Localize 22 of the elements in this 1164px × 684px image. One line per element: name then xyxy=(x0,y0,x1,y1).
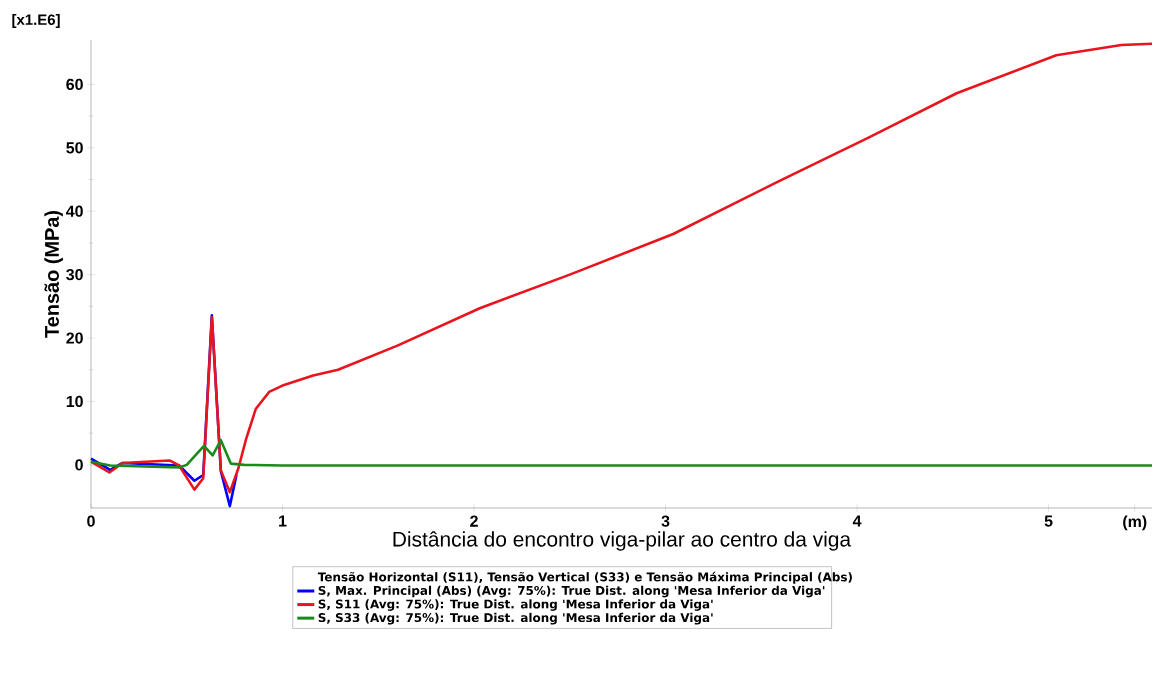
legend-label: S, Max. Principal (Abs) (Avg: 75%): True Dist. along 'Mesa Inferior da Viga' xyxy=(318,585,825,598)
x-tick-label: 1 xyxy=(279,515,287,527)
x-tick-label: 2 xyxy=(470,515,478,527)
y-tick-label: 30 xyxy=(66,268,83,281)
y-tick-label: 50 xyxy=(66,142,83,154)
y-tick-label: 0 xyxy=(75,459,83,471)
y-tick-label: 20 xyxy=(66,332,83,344)
line-series xyxy=(89,42,1154,494)
text: [x1.E6] xyxy=(12,14,60,28)
x-tick-label: 4 xyxy=(852,515,862,527)
x-tick-label: 3 xyxy=(661,515,670,527)
x-tick-label: 5 xyxy=(1044,515,1053,527)
legend-label: S, S11 (Avg: 75%): True Dist. along 'Mesa Inferior da Viga' xyxy=(318,599,713,611)
x-axis-title: Distância do encontro viga-pilar ao centro da viga xyxy=(393,531,852,551)
x-tick-label: 0 xyxy=(87,515,95,527)
legend-title: Tensão Horizontal (S11), Tensão Vertical (S33) e Tensão Máxima Principal (Abs) xyxy=(317,571,852,584)
y-axis-title: Tensão (MPa) xyxy=(44,210,63,338)
x-tick-label: (m) xyxy=(1123,515,1147,531)
legend-label: S, S33 (Avg: 75%): True Dist. along 'Mesa Inferior da Viga' xyxy=(318,612,713,625)
y-tick-label: 10 xyxy=(66,395,83,408)
y-tick-label: 60 xyxy=(66,78,83,91)
y-tick-label: 40 xyxy=(65,205,83,217)
